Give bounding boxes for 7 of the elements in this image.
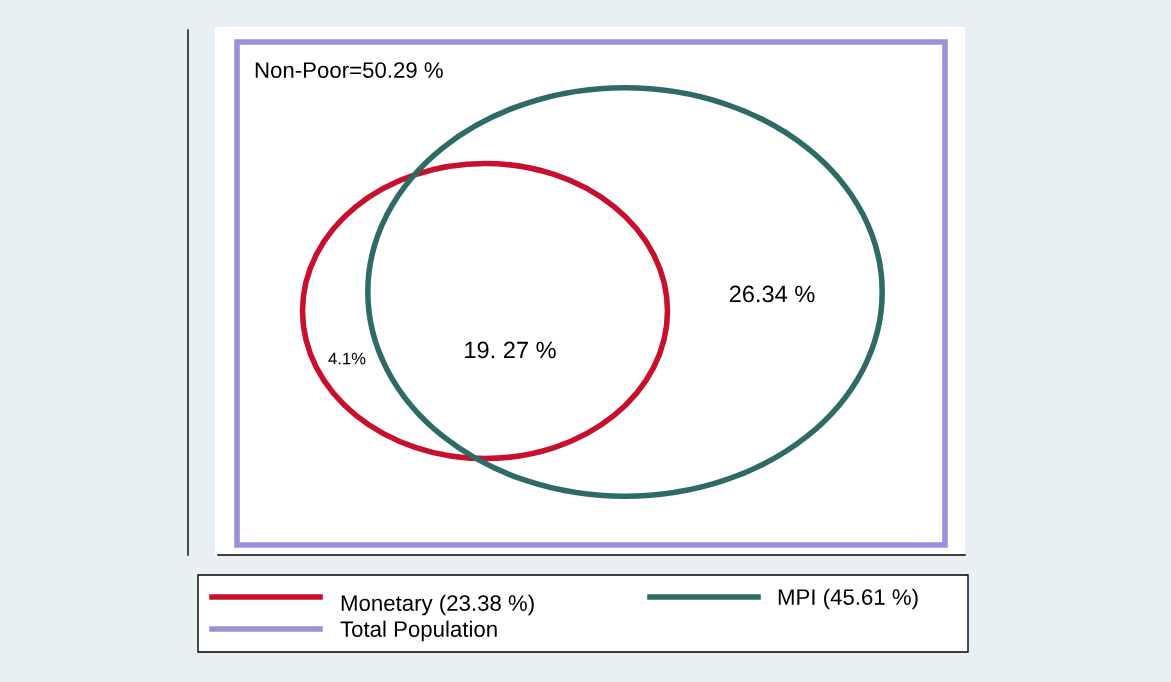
- text: Total Population: [340, 620, 497, 642]
- data-label: Non-Poor=50.29 %: [255, 62, 443, 78]
- data-label: 19. 27 %: [465, 341, 556, 359]
- data-label: 26.34 %: [729, 285, 815, 303]
- text: MPI (45.61 %): [778, 588, 918, 610]
- text: Monetary (23.38 %): [341, 594, 534, 616]
- data-label: 4.1%: [328, 352, 366, 365]
